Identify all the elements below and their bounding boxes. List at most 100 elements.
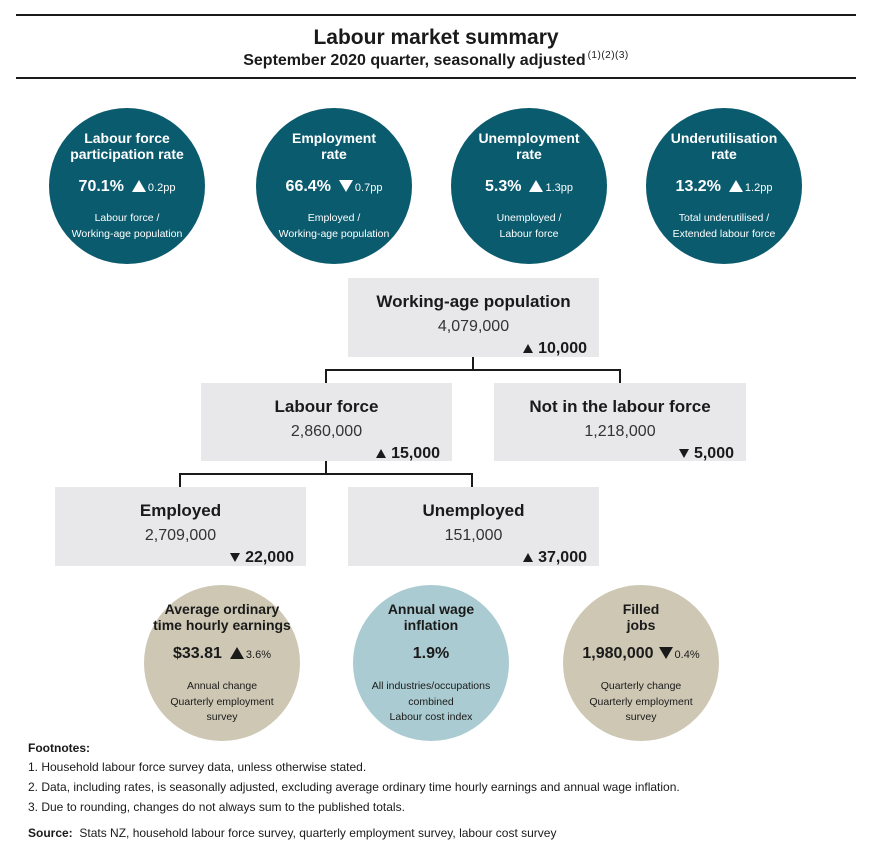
title-line: participation rate [70, 146, 184, 162]
desc-line: Total underutilised / [678, 212, 770, 224]
participation-rate-circle: Labour force participation rate 70.1% 0.2p… [49, 108, 205, 264]
footnotes-heading: Footnotes: [28, 741, 90, 755]
circle-description: Employed / Working-age population [256, 210, 412, 242]
box-change: 22,000 [245, 549, 294, 566]
box-change-row: 5,000 [678, 445, 734, 463]
up-triangle-icon [728, 180, 743, 192]
desc-line: Quarterly employment [589, 695, 693, 708]
labour-force-box: Labour force 2,860,000 15,000 [201, 383, 452, 463]
connector-line [325, 369, 327, 383]
box-change-row: 22,000 [230, 549, 294, 567]
circle-description: Quarterly change Quarterly employment surv… [563, 679, 719, 726]
circle-description: Labour force / Working-age population [49, 210, 205, 242]
box-title: Unemployed [422, 501, 525, 520]
up-triangle-icon [229, 647, 244, 659]
box-value: 1,218,000 [584, 423, 656, 440]
box-change: 5,000 [693, 445, 734, 462]
connector-line [179, 473, 473, 475]
desc-line: Labour cost index [389, 711, 473, 723]
desc-line: All industries/occupations [371, 680, 491, 692]
up-triangle-icon [131, 180, 146, 192]
desc-line: Employed / [307, 212, 361, 224]
title-line: inflation [403, 617, 459, 633]
circle-value: 13.2% [675, 178, 721, 195]
title-line: rate [711, 146, 737, 162]
footnote-item: 3. Due to rounding, changes do not alway… [28, 800, 405, 814]
down-triangle-icon [678, 449, 689, 458]
circle-value: 70.1% [78, 178, 124, 195]
up-triangle-icon [523, 553, 534, 562]
desc-line: Working-age population [278, 228, 390, 240]
desc-line: combined [408, 695, 454, 708]
footnote-refs: (1)(2)(3) [587, 50, 629, 61]
box-change-row: 10,000 [523, 340, 587, 358]
desc-line: Quarterly change [600, 680, 682, 692]
circle-title: Average ordinary time hourly earnings [144, 601, 300, 633]
circle-change: 0.7pp [354, 182, 383, 194]
circle-description: All industries/occupations combined Labour… [353, 679, 509, 726]
desc-line: Unemployed / [496, 212, 562, 224]
title-line: Annual wage [387, 601, 475, 617]
box-value: 2,860,000 [290, 423, 363, 440]
employment-rate-circle: Employment rate 66.4% 0.7pp Employed / Work… [256, 108, 412, 264]
source-label: Source: [28, 826, 73, 840]
box-change: 15,000 [391, 445, 440, 462]
title-line: rate [516, 146, 542, 162]
box-change: 10,000 [538, 340, 587, 357]
box-value: 4,079,000 [437, 318, 510, 335]
desc-line: Extended labour force [672, 228, 776, 240]
circle-title: Underutilisation rate [646, 130, 802, 162]
title-line: Unemployment [478, 130, 580, 146]
circle-value: 66.4% [285, 178, 331, 195]
circle-value-row: 70.1% 0.2pp [49, 178, 205, 196]
page-subtitle: September 2020 quarter, seasonally adjus… [16, 50, 856, 70]
circle-value-row: 66.4% 0.7pp [256, 178, 412, 196]
circle-value: 1.9% [412, 645, 450, 662]
footnote-item: 1. Household labour force survey data, u… [28, 760, 367, 774]
circle-value-row: 13.2% 1.2pp [646, 178, 802, 196]
circle-change: 1.3pp [545, 182, 573, 194]
box-change-row: 15,000 [376, 445, 440, 463]
box-title: Working-age population [376, 292, 571, 311]
connector-line [325, 461, 327, 474]
box-change: 37,000 [538, 549, 587, 566]
footnote-item: 2. Data, including rates, is seasonally … [28, 780, 680, 794]
employed-box: Employed 2,709,000 22,000 [55, 487, 306, 566]
desc-line: Annual change [186, 680, 258, 692]
circle-description: Unemployed / Labour force [451, 210, 607, 242]
circle-title: Filled jobs [563, 601, 719, 633]
connector-line [325, 369, 621, 371]
title-line: time hourly earnings [153, 617, 291, 633]
source-text: Stats NZ, household labour force survey,… [79, 826, 557, 840]
circle-description: Annual change Quarterly employment survey [144, 679, 300, 726]
title-line: jobs [626, 617, 656, 633]
circle-title: Unemployment rate [451, 130, 607, 162]
circle-value-row: 5.3% 1.3pp [451, 178, 607, 196]
up-triangle-icon [523, 344, 534, 353]
circle-value-row: 1.9% [353, 645, 509, 663]
header-bottom-rule [16, 77, 856, 79]
page-title: Labour market summary [313, 26, 559, 49]
down-triangle-icon [658, 647, 673, 659]
circle-value: 5.3% [485, 178, 522, 195]
unemployment-rate-circle: Unemployment rate 5.3% 1.3pp Unemployed / L… [451, 108, 607, 264]
box-value: 2,709,000 [144, 527, 217, 544]
title-line: Employment [291, 130, 376, 146]
desc-line: survey [625, 711, 657, 723]
box-title: Employed [139, 501, 222, 520]
title-line: rate [321, 146, 347, 162]
box-title: Not in the labour force [529, 397, 711, 416]
circle-title: Employment rate [256, 130, 412, 162]
wage-inflation-circle: Annual wage inflation 1.9% All industries… [353, 585, 509, 741]
not-in-labour-force-box: Not in the labour force 1,218,000 5,000 [494, 383, 746, 463]
down-triangle-icon [230, 553, 241, 562]
top-rule [16, 14, 856, 16]
circle-title: Annual wage inflation [353, 601, 509, 633]
circle-change: 3.6% [245, 649, 271, 661]
circle-description: Total underutilised / Extended labour for… [646, 210, 802, 242]
connector-line [472, 357, 474, 370]
circle-change: 0.2pp [147, 182, 176, 194]
circle-value: 1,980,000 [582, 645, 654, 662]
subtitle-text: September 2020 quarter, seasonally adjus… [243, 52, 586, 69]
circle-title: Labour force participation rate [49, 130, 205, 162]
